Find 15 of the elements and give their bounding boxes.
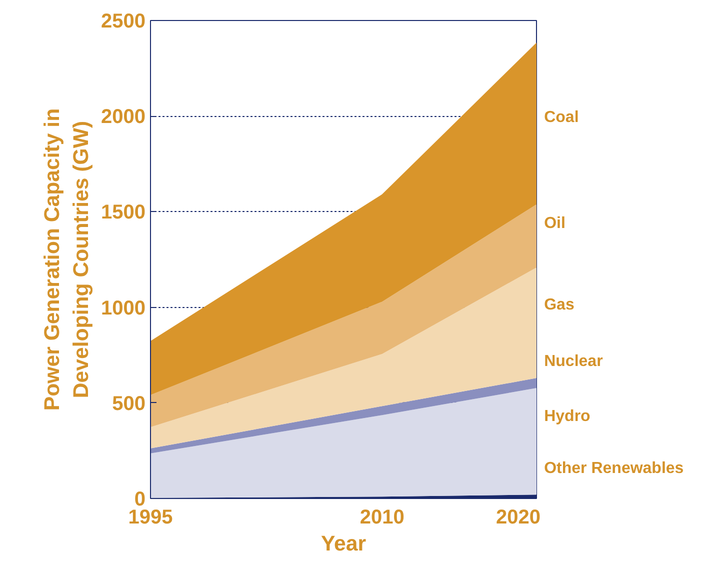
y-tick-label: 500 <box>112 392 146 415</box>
series-label: Coal <box>544 108 579 126</box>
series-label: Nuclear <box>544 353 603 370</box>
series-label: Gas <box>544 296 574 314</box>
series-label: Oil <box>544 214 566 232</box>
x-tick-label: 2020 <box>496 506 541 528</box>
y-tick-label: 2000 <box>101 106 146 128</box>
y-tick-label: 2500 <box>101 10 146 32</box>
series-label: Hydro <box>544 408 591 425</box>
x-tick-label: 2010 <box>360 506 404 528</box>
y-tick-label: 1000 <box>101 297 146 320</box>
y-axis-title: Power Generation Capacity in Developing Countries (GW) <box>40 108 94 411</box>
y-tick-label: 1500 <box>101 202 146 224</box>
x-axis-title: Year <box>320 532 366 556</box>
series-label: Other Renewables <box>544 460 684 477</box>
